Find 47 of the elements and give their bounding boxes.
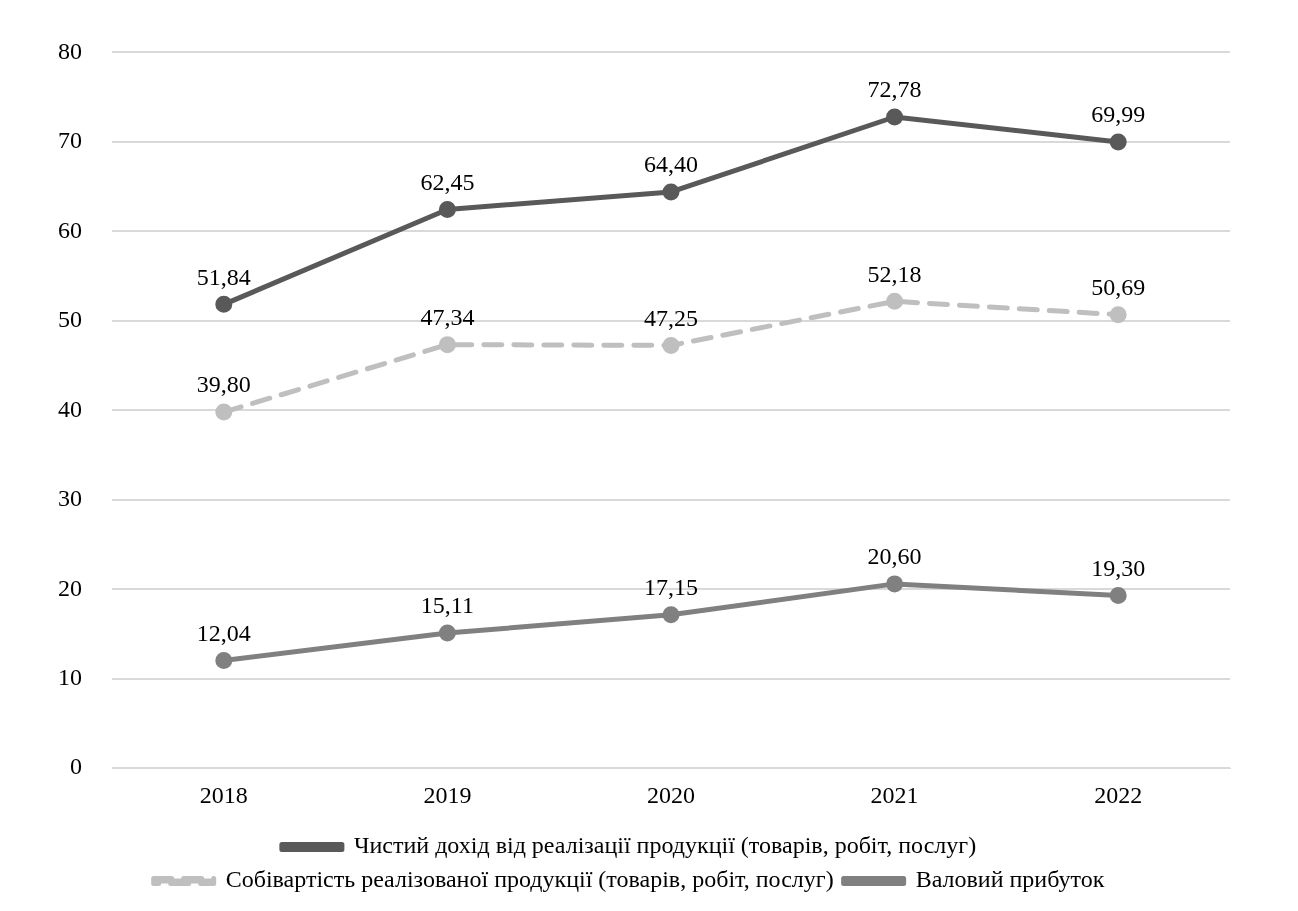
- data-label: 62,45: [420, 168, 475, 195]
- y-tick-label: 0: [70, 753, 82, 780]
- data-label: 69,99: [1091, 101, 1146, 128]
- data-label: 12,04: [196, 619, 251, 646]
- x-tick-label: 2018: [199, 781, 248, 808]
- y-tick-label: 10: [58, 664, 82, 691]
- point: [1109, 306, 1127, 324]
- y-tick-label: 70: [58, 127, 82, 154]
- legend-label: Собівартість реалізованої продукції (товарів, робіт, послуг): [225, 866, 834, 893]
- point: [886, 292, 904, 310]
- data-label: 39,80: [196, 371, 251, 398]
- y-tick-label: 80: [58, 37, 82, 64]
- data-label: 51,84: [196, 263, 251, 290]
- data-label: 52,18: [867, 260, 922, 287]
- x-tick-label: 2019: [423, 781, 472, 808]
- legend-label: Валовий прибуток: [915, 866, 1105, 893]
- point: [1109, 587, 1127, 605]
- data-label: 47,25: [644, 304, 698, 331]
- point: [215, 403, 233, 421]
- point: [438, 336, 456, 354]
- data-label: 64,40: [644, 151, 698, 178]
- point: [662, 606, 680, 624]
- x-tick-label: 2021: [870, 781, 919, 808]
- x-tick-label: 2020: [647, 781, 695, 808]
- y-tick-label: 50: [58, 306, 82, 333]
- data-label: 50,69: [1091, 273, 1146, 300]
- y-tick-label: 30: [58, 485, 82, 512]
- point: [662, 183, 680, 201]
- data-label: 15,11: [420, 592, 474, 619]
- point: [215, 651, 233, 669]
- y-tick-label: 20: [58, 574, 82, 601]
- y-tick-label: 40: [58, 395, 82, 422]
- point: [662, 336, 680, 354]
- data-label: 17,15: [644, 574, 698, 601]
- data-label: 72,78: [867, 76, 922, 103]
- point: [438, 200, 456, 218]
- data-label: 47,34: [420, 303, 475, 330]
- point: [1109, 133, 1127, 151]
- point: [886, 575, 904, 593]
- data-label: 19,30: [1091, 554, 1146, 581]
- data-label: 20,60: [867, 543, 922, 570]
- point: [215, 295, 233, 313]
- y-tick-label: 60: [58, 216, 82, 243]
- legend-label: Чистий дохід від реалізації продукції (товарів, робіт, послуг): [353, 832, 977, 859]
- point: [886, 108, 904, 126]
- point: [438, 624, 456, 642]
- x-tick-label: 2022: [1094, 781, 1143, 808]
